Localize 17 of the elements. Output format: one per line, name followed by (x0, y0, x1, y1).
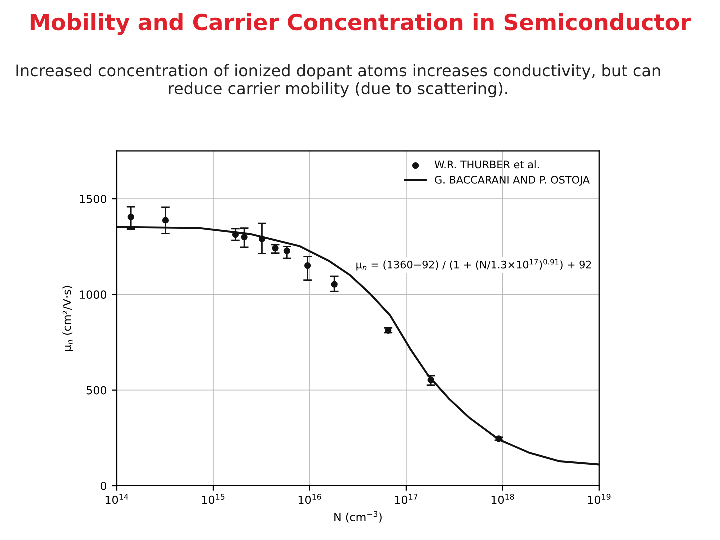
chart-title: Mobility and Carrier Concentration in Semiconductor (30, 13, 692, 36)
x-tick-label: 10$^{17}$ (395, 494, 418, 504)
x-tick-label: 10$^{18}$ (492, 494, 514, 504)
y-tick-label: 1500 (80, 195, 107, 204)
y-tick-label: 500 (86, 386, 107, 395)
y-tick-label: 1000 (80, 290, 107, 300)
annotation: μ$_{n}$ = (1360−92) / (1 + (N/1.3×10$^{17}$)$^{0.91}$) + 92 (356, 259, 592, 271)
x-tick-label: 10$^{15}$ (202, 494, 225, 504)
legend-label: G. BACCARANI AND P. OSTOJA (435, 176, 590, 186)
legend-label: W.R. THURBER et al. (434, 160, 540, 169)
y-axis-title: μ$_{n}$ (cm²/V·s) (62, 286, 74, 351)
y-tick-label: 0 (100, 482, 107, 490)
x-tick-label: 10$^{16}$ (298, 494, 322, 504)
x-axis-title: N (cm$^{−3}$) (334, 511, 382, 523)
x-tick-label: 10$^{14}$ (106, 494, 128, 504)
chart-subtitle: Increased concentration of ionized dopant atoms increases conductivity, but can reduce carrier mobility (due to scattering). (16, 64, 660, 98)
x-tick-label: 10$^{19}$ (588, 494, 611, 504)
